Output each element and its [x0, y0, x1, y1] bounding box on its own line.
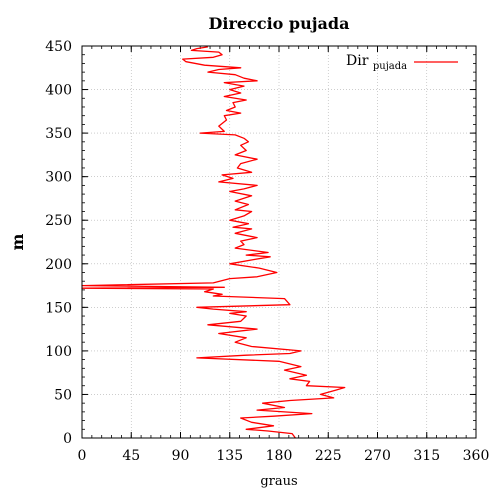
x-axis-label: graus	[260, 474, 297, 489]
y-tick-label: 0	[63, 431, 72, 447]
x-tick-label: 270	[364, 448, 391, 464]
legend-label-sub: pujada	[373, 61, 407, 72]
y-tick-label: 350	[45, 126, 72, 142]
tick-labels: 0 45 90 135 180 225 270 315 360 0 50 100 150 200 250 30…	[45, 39, 489, 464]
grid	[82, 46, 476, 438]
x-tick-label: 225	[315, 448, 342, 464]
y-tick-label: 450	[45, 39, 72, 55]
y-axis-label: m	[8, 233, 27, 250]
x-tick-label: 0	[78, 448, 87, 464]
y-tick-label: 100	[45, 344, 72, 360]
y-tick-label: 50	[54, 387, 72, 403]
series-line	[81, 46, 346, 439]
y-tick-label: 300	[45, 170, 72, 186]
y-tick-label: 150	[45, 300, 72, 316]
series-group	[81, 46, 346, 439]
x-tick-label: 45	[122, 448, 140, 464]
chart-title: Direccio pujada	[209, 14, 350, 33]
x-tick-label: 360	[463, 448, 490, 464]
y-tick-label: 200	[45, 257, 72, 273]
legend-label: Dir pujada	[346, 53, 407, 72]
plot-frame	[81, 45, 477, 439]
x-tick-label: 180	[266, 448, 293, 464]
y-tick-label: 250	[45, 213, 72, 229]
x-tick-label: 90	[172, 448, 190, 464]
legend-label-main: Dir	[346, 53, 369, 69]
y-tick-label: 400	[45, 83, 72, 99]
legend: Dir pujada	[346, 53, 458, 72]
x-tick-label: 315	[413, 448, 440, 464]
x-tick-label: 135	[216, 448, 243, 464]
